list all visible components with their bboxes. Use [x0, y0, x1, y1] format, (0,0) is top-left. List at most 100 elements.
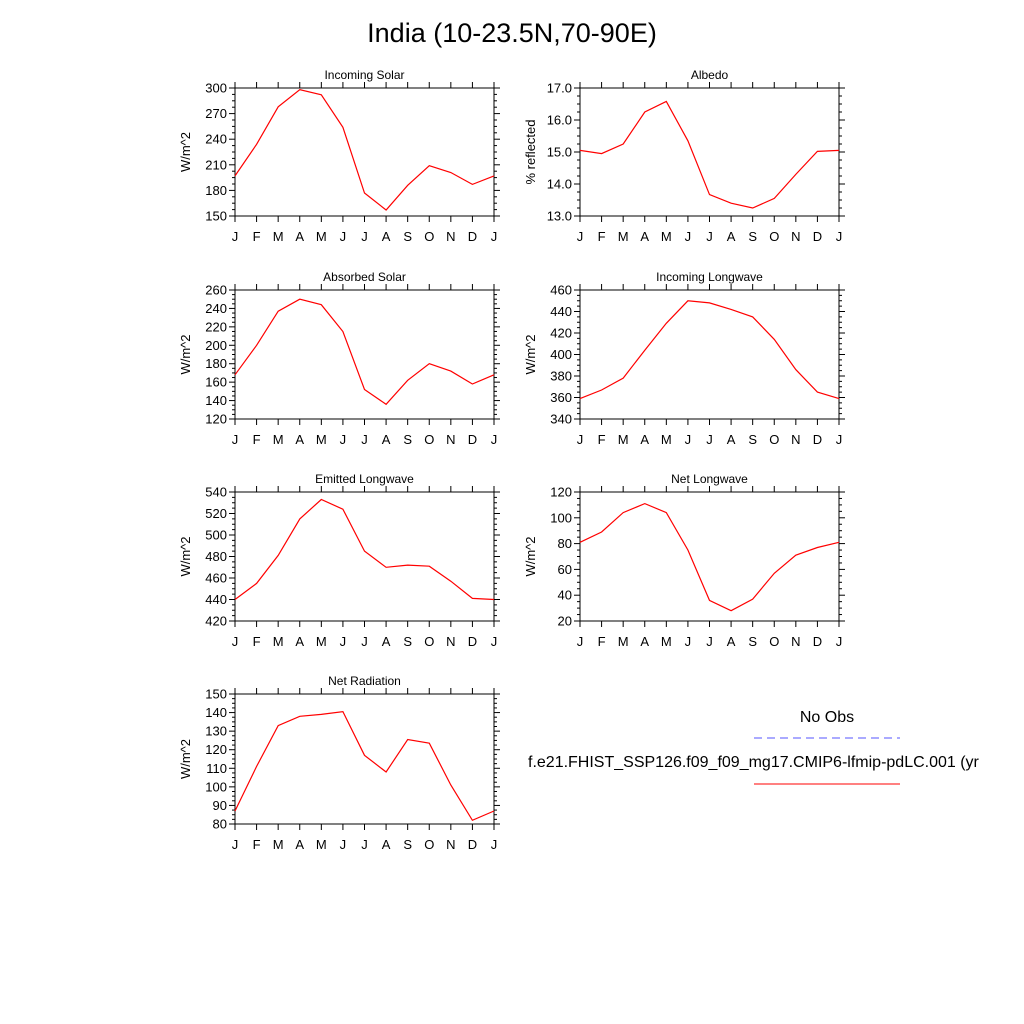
- y-tick-label: 15.0: [547, 145, 572, 160]
- x-tick-label: S: [403, 229, 412, 244]
- x-tick-label: M: [661, 229, 672, 244]
- x-tick-label: J: [577, 229, 584, 244]
- x-tick-label: A: [382, 837, 391, 852]
- y-tick-label: 220: [205, 319, 227, 334]
- x-tick-label: J: [232, 837, 239, 852]
- y-tick-label: 13.0: [547, 209, 572, 224]
- y-tick-label: 20: [558, 614, 572, 629]
- series-line-albedo: [579, 100, 840, 209]
- y-tick-label: 17.0: [547, 81, 572, 96]
- y-tick-label: 260: [205, 283, 227, 298]
- x-tick-label: M: [316, 432, 327, 447]
- x-tick-label: A: [727, 229, 736, 244]
- x-tick-label: F: [598, 229, 606, 244]
- y-tick-label: 340: [550, 412, 572, 427]
- y-tick-label: 300: [205, 81, 227, 96]
- y-axis-label: W/m^2: [178, 536, 193, 576]
- x-tick-label: J: [491, 837, 498, 852]
- y-axis-label: W/m^2: [178, 739, 193, 779]
- legend: No Obs f.e21.FHIST_SSP126.f09_f09_mg17.C…: [528, 709, 980, 785]
- x-tick-label: J: [491, 229, 498, 244]
- y-tick-label: 100: [550, 510, 572, 525]
- x-tick-label: N: [791, 229, 800, 244]
- chart-title: Emitted Longwave: [315, 472, 414, 486]
- x-tick-label: A: [295, 432, 304, 447]
- x-tick-label: N: [446, 432, 455, 447]
- y-axis-label: W/m^2: [178, 334, 193, 374]
- y-tick-label: 480: [205, 549, 227, 564]
- x-tick-label: F: [253, 229, 261, 244]
- x-tick-label: M: [273, 432, 284, 447]
- x-tick-label: S: [748, 229, 757, 244]
- panel-incoming-longwave: Incoming Longwave W/m^2 340 360 380 400 420 440…: [523, 270, 845, 447]
- x-tick-label: J: [491, 432, 498, 447]
- x-tick-label: O: [424, 432, 434, 447]
- x-tick-label: M: [618, 229, 629, 244]
- x-tick-label: A: [382, 229, 391, 244]
- chart-title: Net Radiation: [328, 674, 401, 688]
- x-tick-label: F: [598, 634, 606, 649]
- y-tick-label: 240: [205, 132, 227, 147]
- plot-frame: [234, 289, 495, 420]
- chart-title: Absorbed Solar: [323, 270, 406, 284]
- x-tick-label: J: [232, 634, 239, 649]
- y-tick-label: 210: [205, 157, 227, 172]
- series-line-incoming-solar: [234, 89, 495, 211]
- x-tick-label: A: [295, 229, 304, 244]
- plot-frame: [579, 87, 840, 217]
- y-tick-label: 200: [205, 338, 227, 353]
- y-tick-label: 360: [550, 390, 572, 405]
- x-tick-label: J: [706, 432, 713, 447]
- x-tick-label: A: [382, 634, 391, 649]
- x-tick-label: S: [403, 634, 412, 649]
- y-axis-label: W/m^2: [523, 334, 538, 374]
- x-tick-label: M: [661, 432, 672, 447]
- x-tick-label: A: [727, 634, 736, 649]
- plot-frame: [579, 289, 840, 420]
- x-tick-label: F: [253, 432, 261, 447]
- y-tick-label: 14.0: [547, 177, 572, 192]
- x-tick-label: D: [468, 229, 477, 244]
- plot-frame: [579, 491, 840, 622]
- y-tick-label: 120: [205, 412, 227, 427]
- chart-title: Incoming Longwave: [656, 270, 763, 284]
- x-tick-label: J: [706, 634, 713, 649]
- y-tick-label: 80: [558, 536, 572, 551]
- x-tick-label: N: [791, 634, 800, 649]
- x-tick-label: F: [598, 432, 606, 447]
- y-tick-label: 380: [550, 369, 572, 384]
- x-tick-label: J: [491, 634, 498, 649]
- y-axis-label: W/m^2: [523, 536, 538, 576]
- y-tick-label: 60: [558, 562, 572, 577]
- x-tick-label: M: [316, 229, 327, 244]
- x-tick-label: J: [361, 432, 368, 447]
- x-tick-label: J: [361, 837, 368, 852]
- y-tick-label: 16.0: [547, 113, 572, 128]
- x-tick-label: N: [791, 432, 800, 447]
- x-tick-label: J: [685, 229, 692, 244]
- x-tick-label: J: [706, 229, 713, 244]
- series-line-incoming-longwave: [579, 300, 840, 400]
- x-tick-label: J: [361, 634, 368, 649]
- y-axis-label: % reflected: [523, 119, 538, 184]
- y-tick-label: 180: [205, 183, 227, 198]
- y-tick-label: 100: [205, 779, 227, 794]
- series-line-net-longwave: [579, 502, 840, 612]
- x-tick-label: A: [640, 634, 649, 649]
- y-tick-label: 110: [206, 761, 227, 776]
- plot-frame: [234, 491, 495, 622]
- x-tick-label: J: [577, 432, 584, 447]
- y-tick-label: 440: [205, 592, 227, 607]
- x-tick-label: J: [836, 634, 843, 649]
- y-tick-label: 120: [550, 485, 572, 500]
- y-axis-label: W/m^2: [178, 132, 193, 172]
- y-tick-label: 40: [558, 588, 572, 603]
- x-tick-label: O: [769, 432, 779, 447]
- x-tick-label: N: [446, 229, 455, 244]
- x-tick-label: S: [403, 837, 412, 852]
- chart-title: Albedo: [691, 68, 729, 82]
- series-line-emitted-longwave: [234, 498, 495, 601]
- panel-emitted-longwave: Emitted Longwave W/m^2 420 440 460 480 500 520 5…: [178, 472, 500, 649]
- y-tick-label: 270: [205, 106, 227, 121]
